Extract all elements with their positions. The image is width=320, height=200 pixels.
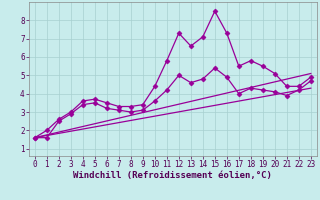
X-axis label: Windchill (Refroidissement éolien,°C): Windchill (Refroidissement éolien,°C) (73, 171, 272, 180)
